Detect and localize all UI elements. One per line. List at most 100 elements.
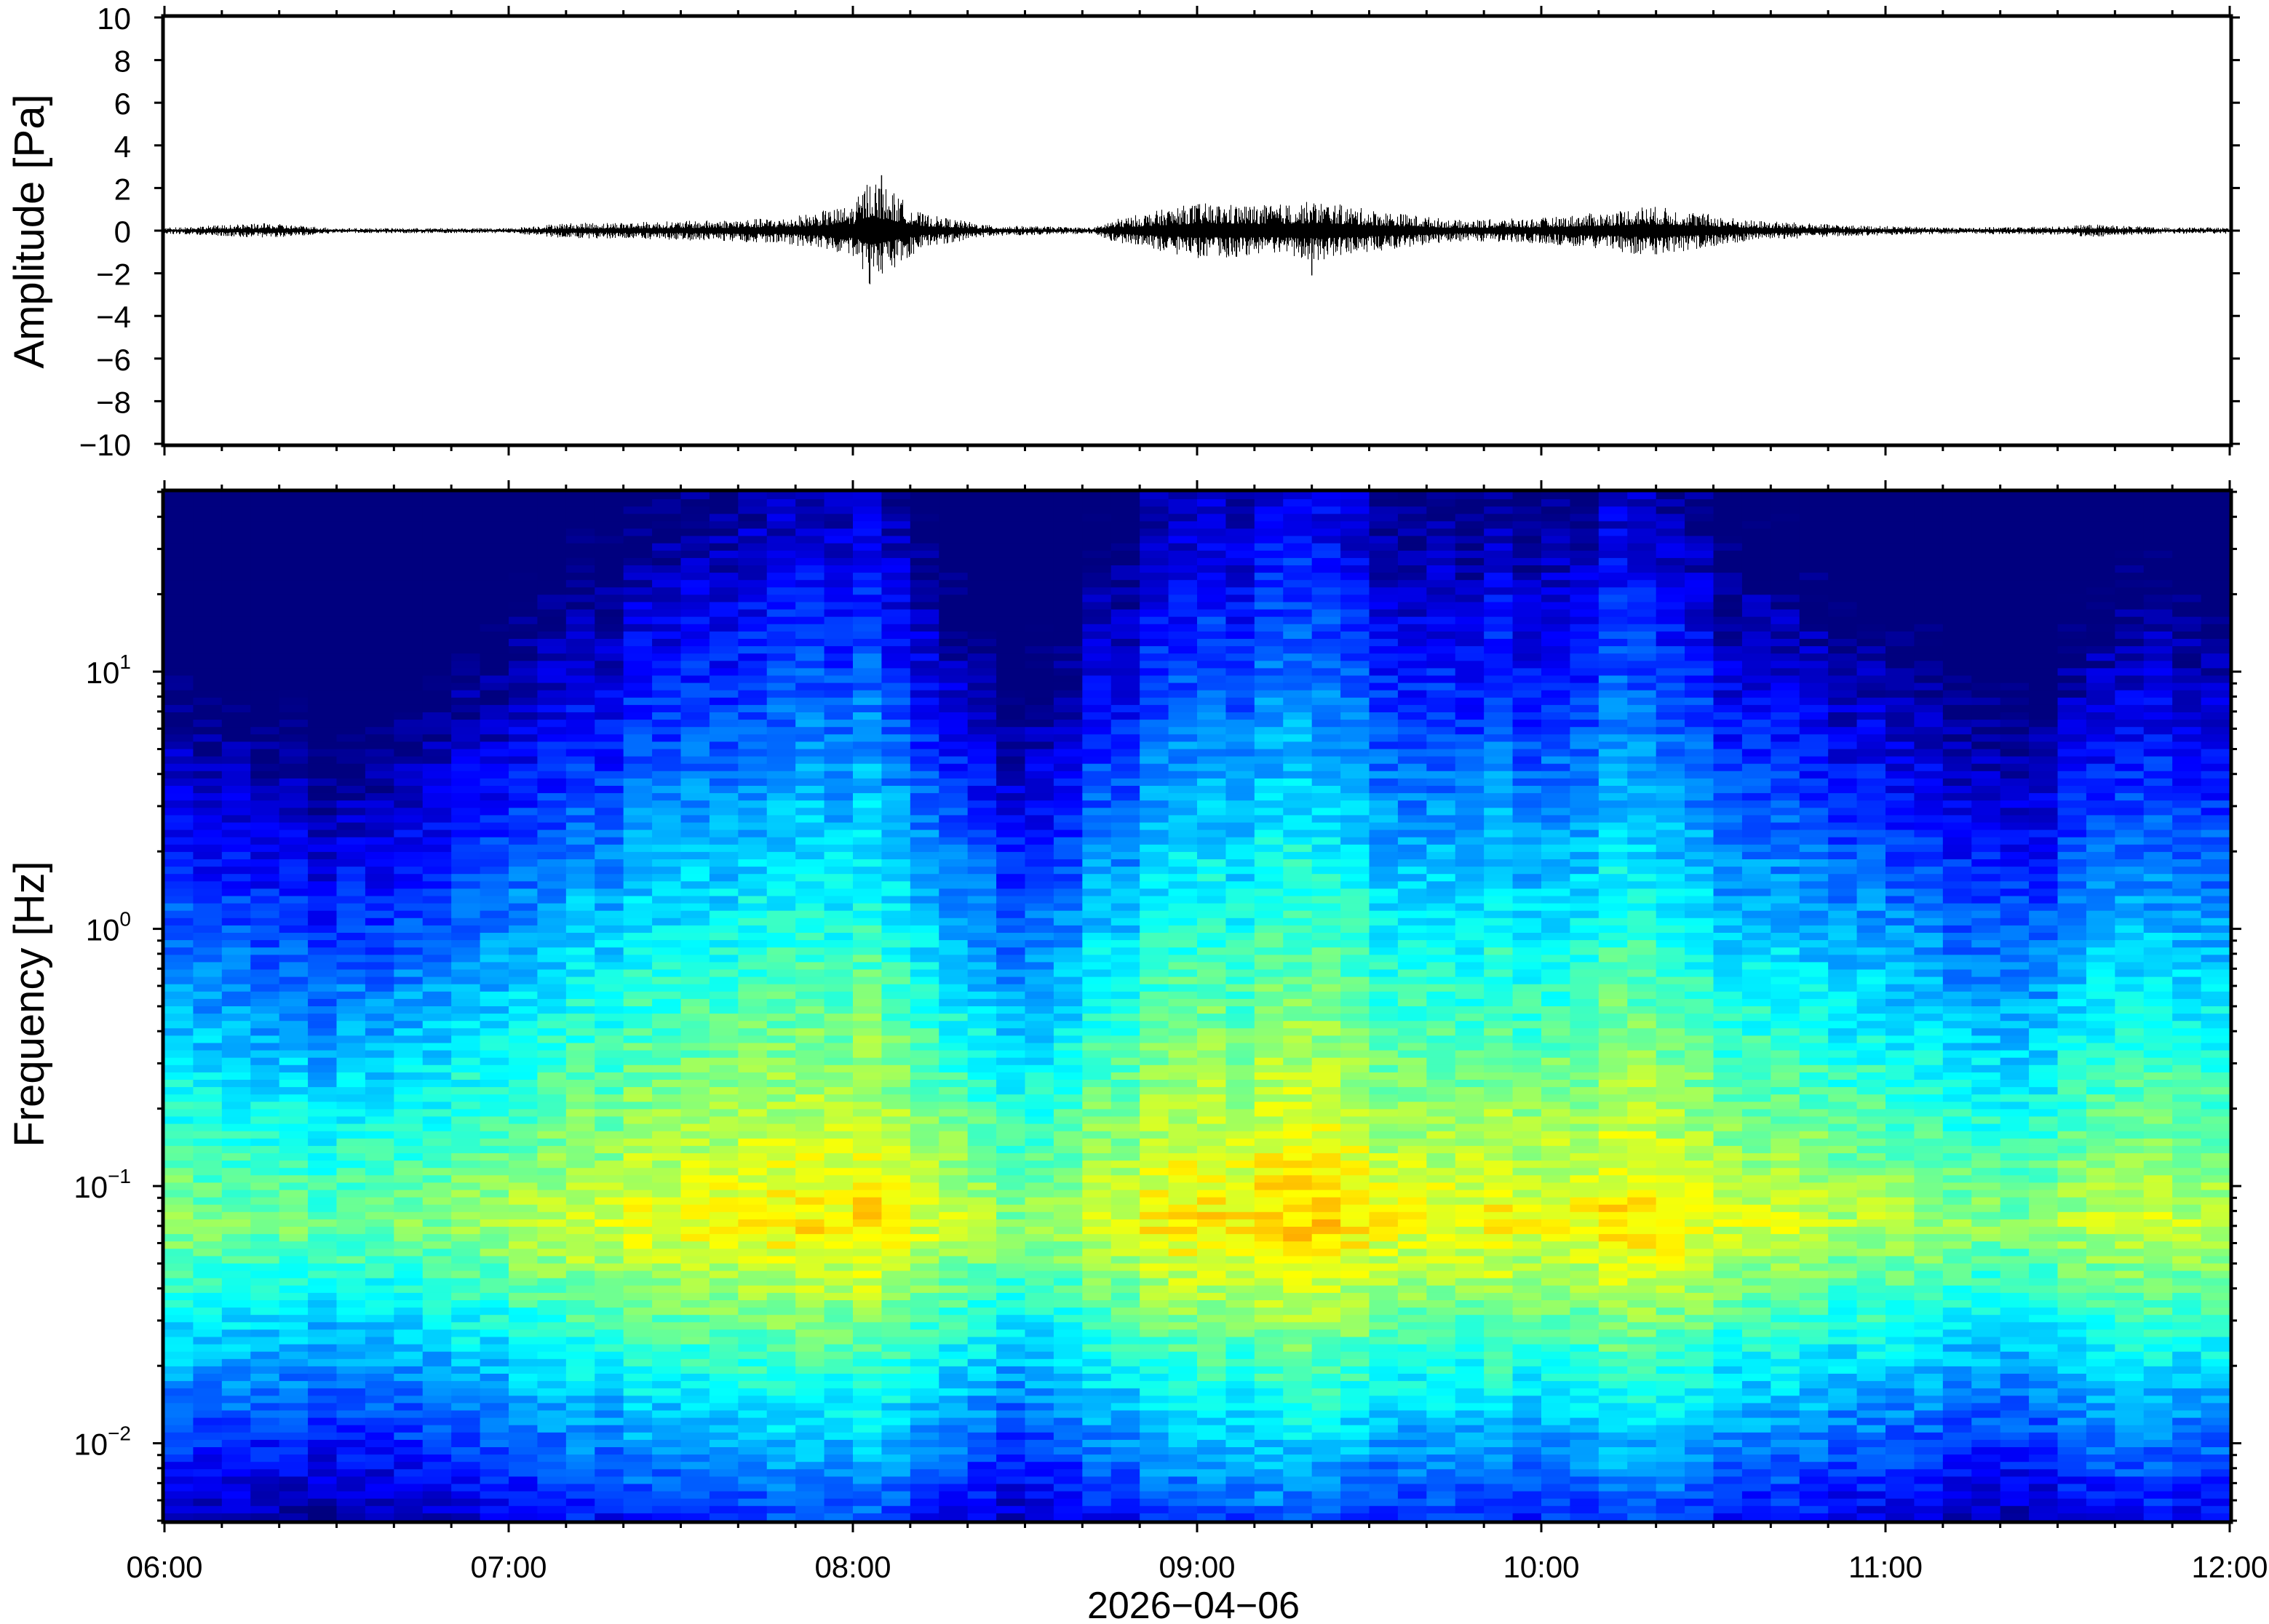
spectrogram-cell	[365, 697, 394, 706]
spectrogram-cell	[623, 1116, 653, 1125]
spectrogram-cell	[565, 1439, 595, 1448]
spectrogram-cell	[164, 1035, 194, 1044]
spectrogram-cell	[795, 1439, 825, 1448]
spectrogram-cell	[1053, 1197, 1083, 1206]
spectrogram-cell	[623, 1072, 653, 1080]
spectrogram-cell	[996, 1190, 1026, 1198]
spectrogram-cell	[1082, 602, 1112, 610]
spectrogram-cell	[336, 1270, 366, 1279]
spectrogram-cell	[680, 727, 710, 735]
spectrogram-cell	[652, 609, 682, 618]
spectrogram-cell	[1053, 1109, 1083, 1118]
spectrogram-cell	[1082, 712, 1112, 720]
spectrogram-cell	[738, 1190, 768, 1198]
spectrogram-cell	[422, 910, 452, 919]
spectrogram-cell	[853, 910, 883, 919]
spectrogram-cell	[709, 1256, 739, 1265]
spectrogram-cell	[509, 1315, 539, 1323]
spectrogram-cell	[451, 1182, 481, 1191]
spectrogram-cell	[595, 1469, 624, 1477]
spectrogram-cell	[1110, 1285, 1140, 1294]
spectrogram-cell	[967, 925, 997, 934]
spectrogram-cell	[795, 771, 825, 779]
spectrogram-cell	[1025, 1300, 1054, 1308]
spectrogram-cell	[738, 1057, 768, 1066]
spectrogram-cell	[308, 587, 338, 595]
spectrogram-cell	[1168, 1087, 1198, 1095]
spectrogram-cell	[1140, 874, 1169, 882]
spectrogram-cell	[795, 697, 825, 706]
spectrogram-cell	[509, 1447, 539, 1455]
spectrogram-cell	[1168, 631, 1198, 640]
spectrogram-cell	[1110, 675, 1140, 684]
spectrogram-cell	[193, 749, 223, 757]
spectrogram-cell	[595, 896, 624, 904]
spectrogram-cell	[480, 1351, 509, 1360]
spectrogram-cell	[652, 925, 682, 934]
spectrogram-cell	[1053, 1417, 1083, 1426]
spectrogram-cell	[766, 1505, 796, 1514]
spectrogram-cell	[939, 910, 969, 919]
spectrogram-cell	[1053, 976, 1083, 985]
spectrogram-cell	[595, 712, 624, 720]
spectrogram-cell	[308, 661, 338, 669]
spectrogram-cell	[824, 1035, 854, 1044]
spectrogram-cell	[1053, 1484, 1083, 1492]
spectrogram-cell	[394, 646, 424, 654]
spectrogram-cell	[1082, 918, 1112, 926]
spectrogram-cell	[680, 1351, 710, 1360]
spectrogram-cell	[308, 1447, 338, 1455]
spectrogram-cell	[1168, 1182, 1198, 1191]
spectrogram-cell	[451, 1102, 481, 1110]
spectrogram-cell	[652, 793, 682, 801]
spectrogram-cell	[164, 1278, 194, 1286]
spectrogram-cell	[623, 661, 653, 669]
spectrogram-cell	[910, 631, 939, 640]
spectrogram-cell	[509, 962, 539, 971]
spectrogram-cell	[996, 1270, 1026, 1279]
spectrogram-cell	[881, 661, 911, 669]
spectrogram-cell	[480, 609, 509, 618]
spectrogram-cell	[336, 1417, 366, 1426]
spectrogram-cell	[623, 815, 653, 824]
spectrogram-cell	[738, 786, 768, 794]
spectrogram-cell	[623, 910, 653, 919]
spectrogram-cell	[1053, 1211, 1083, 1220]
spectrogram-cell	[509, 1439, 539, 1448]
spectrogram-cell	[1082, 1417, 1112, 1426]
spectrogram-cell	[1140, 1219, 1169, 1227]
spectrogram-cell	[1025, 1123, 1054, 1132]
spectrogram-cell	[308, 1469, 338, 1477]
spectrogram-cell	[565, 1447, 595, 1455]
spectrogram-cell	[193, 1057, 223, 1066]
spectrogram-cell	[623, 521, 653, 530]
spectrogram-cell	[766, 1476, 796, 1485]
spectrogram-cell	[996, 594, 1026, 603]
spectrogram-cell	[480, 1285, 509, 1294]
spectrogram-cell	[394, 1021, 424, 1029]
spectrogram-cell	[336, 815, 366, 824]
spectrogram-cell	[680, 1417, 710, 1426]
spectrogram-cell	[279, 1021, 309, 1029]
spectrogram-cell	[164, 682, 194, 691]
spectrogram-cell	[595, 1300, 624, 1308]
spectrogram-cell	[939, 763, 969, 772]
spectrogram-cell	[308, 874, 338, 882]
spectrogram-cell	[709, 1447, 739, 1455]
spectrogram-cell	[509, 1351, 539, 1360]
spectrogram-cell	[680, 646, 710, 654]
spectrogram-cell	[250, 1358, 280, 1367]
spectrogram-cell	[509, 1028, 539, 1036]
spectrogram-cell	[1168, 536, 1198, 544]
spectrogram-cell	[853, 492, 883, 500]
spectrogram-cell	[221, 1439, 251, 1448]
spectrogram-cell	[1082, 976, 1112, 985]
spectrogram-cell	[1025, 1116, 1054, 1125]
spectrogram-cell	[853, 631, 883, 640]
spectrogram-cell	[652, 1358, 682, 1367]
spectrogram-cell	[939, 976, 969, 985]
spectrogram-cell	[279, 903, 309, 912]
spectrogram-cell	[996, 1315, 1026, 1323]
spectrogram-cell	[336, 1182, 366, 1191]
spectrogram-cell	[193, 1329, 223, 1338]
